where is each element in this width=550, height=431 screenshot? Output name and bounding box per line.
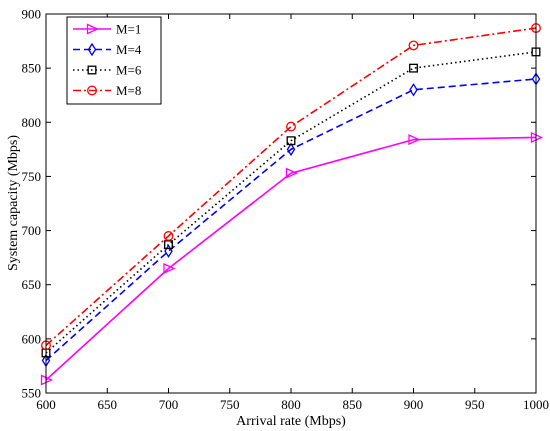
x-tick-label: 800 [281,397,301,412]
data-point [164,244,173,258]
series-1 [40,131,544,386]
legend-label: M=4 [116,42,142,57]
y-tick-label: 750 [22,169,42,184]
data-point [409,83,418,97]
series-line [45,78,537,362]
y-tick-label: 650 [22,277,42,292]
plot-frame [45,13,537,394]
legend-marker [87,65,97,75]
data-point [163,262,176,274]
y-tick-label: 600 [22,331,42,346]
legend-marker [87,42,97,57]
x-tick-label: 1000 [523,397,549,412]
y-tick-label: 700 [22,223,42,238]
x-tick-label: 850 [343,397,363,412]
legend: M=1 M=4 M=6 M=8 [66,16,162,105]
x-tick-label: 700 [159,397,179,412]
data-point [286,142,296,157]
y-axis-title: System capacity (Mbps) [6,135,21,271]
data-point [285,167,299,179]
x-tick-label: 600 [36,397,56,412]
axis-ticks: 600 650 700 750 800 850 900 950 1000550600650700… [22,7,550,413]
x-tick-label: 900 [404,397,424,412]
legend-item: M=6 [73,63,142,78]
legend-box [66,16,162,105]
x-axis-title: Arrival rate (Mbps) [236,414,346,429]
legend-item: M=8 [73,83,141,98]
legend-marker [87,85,97,96]
data-point [409,63,418,73]
x-tick-label: 750 [220,397,240,412]
series-line [45,136,537,381]
data-point [286,136,296,146]
x-tick-label: 950 [465,397,485,412]
legend-label: M=8 [116,83,141,98]
series-line [45,27,537,346]
legend-label: M=1 [116,22,141,37]
y-tick-label: 800 [22,115,42,130]
legend-marker [86,23,100,35]
y-tick-label: 550 [22,386,42,401]
legend-item: M=4 [73,42,142,57]
series-line [45,51,537,354]
x-tick-label: 650 [98,397,118,412]
data-point [163,231,174,241]
data-point [408,40,419,51]
series-group [40,23,544,386]
legend-label: M=6 [116,63,142,78]
legend-item: M=1 [73,22,141,37]
data-point [408,134,421,146]
y-tick-label: 900 [22,7,42,22]
data-point [286,121,296,132]
y-tick-label: 850 [22,61,42,76]
